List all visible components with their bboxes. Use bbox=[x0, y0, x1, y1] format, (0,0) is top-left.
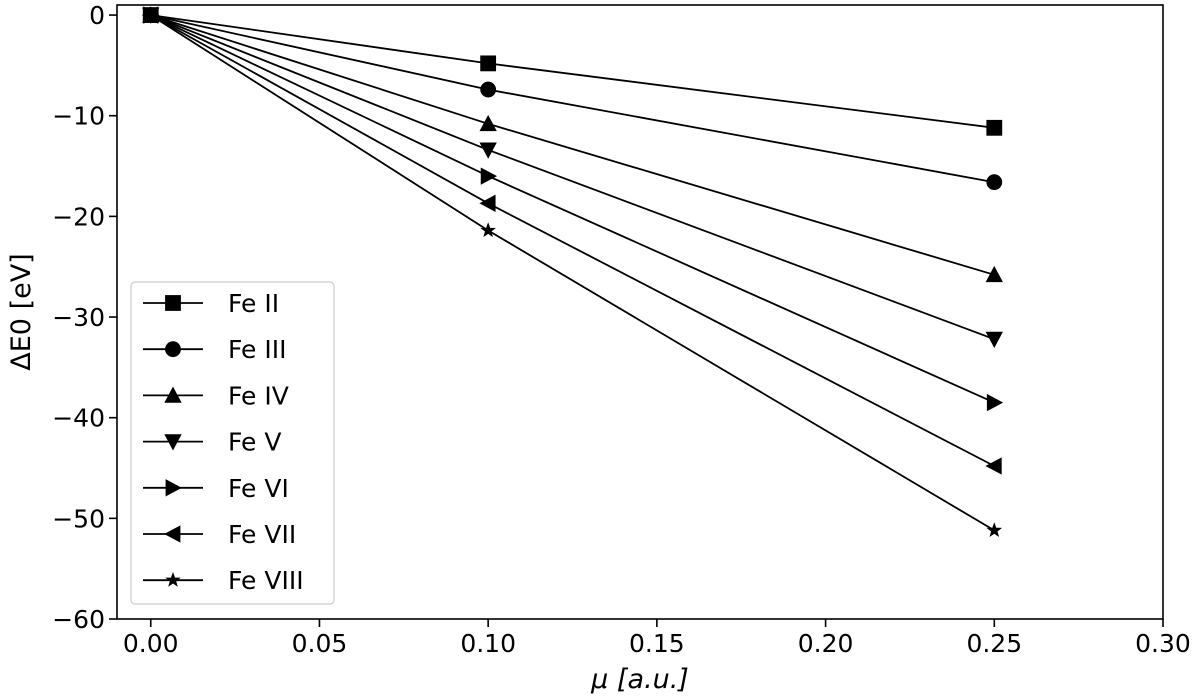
x-tick-label: 0.15 bbox=[629, 629, 685, 658]
legend-entry-fe-iv: Fe IV bbox=[143, 381, 289, 410]
data-point-fe-viii-1 bbox=[142, 6, 159, 22]
legend-frame bbox=[130, 281, 335, 605]
y-axis: 0 −10 −20 −30 −40 −50 −60 bbox=[52, 1, 117, 634]
series-layer bbox=[141, 6, 1004, 538]
x-axis: 0.00 0.05 0.10 0.15 0.20 0.25 0.30 bbox=[123, 619, 1191, 658]
x-tick-label: 0.00 bbox=[123, 629, 179, 658]
data-point-fe-iii-3 bbox=[986, 174, 1003, 191]
legend-marker-fe-ii bbox=[165, 295, 181, 311]
y-tick-label: −50 bbox=[52, 504, 105, 533]
legend-items: Fe II Fe III Fe IV Fe V Fe VI Fe VII Fe VIII bbox=[143, 289, 304, 595]
legend-label-fe-ii: Fe II bbox=[228, 289, 279, 318]
legend-label-fe-iv: Fe IV bbox=[228, 381, 289, 410]
y-tick-label: 0 bbox=[89, 1, 105, 30]
data-point-fe-vii-2 bbox=[479, 194, 496, 212]
legend-entry-fe-viii: Fe VIII bbox=[143, 566, 304, 595]
y-tick-label: −40 bbox=[52, 404, 105, 433]
data-point-fe-viii-3 bbox=[986, 522, 1003, 538]
data-point-fe-vi-2 bbox=[480, 167, 498, 185]
legend-entry-fe-vi: Fe VI bbox=[143, 474, 289, 503]
legend-label-fe-v: Fe V bbox=[228, 428, 281, 457]
data-point-fe-vi-3 bbox=[986, 393, 1004, 412]
data-point-fe-viii-2 bbox=[480, 222, 496, 238]
y-tick-label: −10 bbox=[52, 102, 105, 131]
series-fe-viii bbox=[142, 6, 1003, 538]
data-point-fe-vii-3 bbox=[985, 457, 1002, 475]
legend-entry-fe-v: Fe V bbox=[143, 428, 281, 457]
data-point-fe-iv-2 bbox=[479, 114, 497, 132]
x-tick-label: 0.30 bbox=[1135, 629, 1191, 658]
y-tick-label: −20 bbox=[52, 202, 105, 231]
y-tick-label: −30 bbox=[52, 303, 105, 332]
x-tick-label: 0.20 bbox=[798, 629, 854, 658]
legend-label-fe-iii: Fe III bbox=[228, 335, 286, 364]
data-point-fe-v-3 bbox=[985, 331, 1003, 349]
legend-entry-fe-vii: Fe VII bbox=[143, 520, 296, 549]
data-point-fe-iii-2 bbox=[480, 81, 497, 98]
y-axis-label: ΔE0 [eV] bbox=[6, 253, 37, 370]
data-point-fe-ii-3 bbox=[986, 119, 1003, 136]
data-point-fe-iv-3 bbox=[985, 265, 1003, 283]
x-tick-label: 0.25 bbox=[966, 629, 1022, 658]
legend: Fe II Fe III Fe IV Fe V Fe VI Fe VII Fe VIII bbox=[130, 281, 335, 605]
legend-marker-fe-iv bbox=[164, 386, 182, 403]
plot-frame bbox=[116, 4, 1164, 620]
legend-marker-fe-iii bbox=[165, 341, 181, 358]
legend-label-fe-viii: Fe VIII bbox=[228, 566, 304, 595]
x-axis-label: μ [a.u.] bbox=[590, 664, 689, 695]
x-tick-label: 0.10 bbox=[460, 629, 516, 658]
legend-entry-fe-iii: Fe III bbox=[143, 335, 286, 364]
legend-label-fe-vii: Fe VII bbox=[228, 520, 296, 549]
legend-marker-fe-v bbox=[164, 434, 182, 451]
data-point-fe-ii-2 bbox=[480, 55, 497, 72]
legend-marker-fe-vii bbox=[164, 525, 181, 543]
legend-marker-fe-vi bbox=[165, 479, 182, 497]
data-point-fe-v-2 bbox=[479, 142, 497, 159]
legend-entry-fe-ii: Fe II bbox=[143, 289, 279, 318]
x-tick-label: 0.05 bbox=[292, 629, 348, 658]
y-tick-label: −60 bbox=[52, 605, 105, 634]
legend-marker-fe-viii bbox=[165, 572, 181, 587]
legend-label-fe-vi: Fe VI bbox=[228, 474, 289, 503]
